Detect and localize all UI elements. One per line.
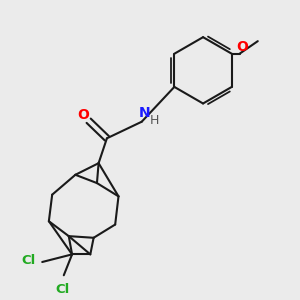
Text: Cl: Cl bbox=[55, 283, 69, 296]
Text: N: N bbox=[139, 106, 151, 120]
Text: H: H bbox=[150, 114, 159, 127]
Text: O: O bbox=[78, 108, 90, 122]
Text: Cl: Cl bbox=[21, 254, 36, 267]
Text: O: O bbox=[236, 40, 248, 54]
